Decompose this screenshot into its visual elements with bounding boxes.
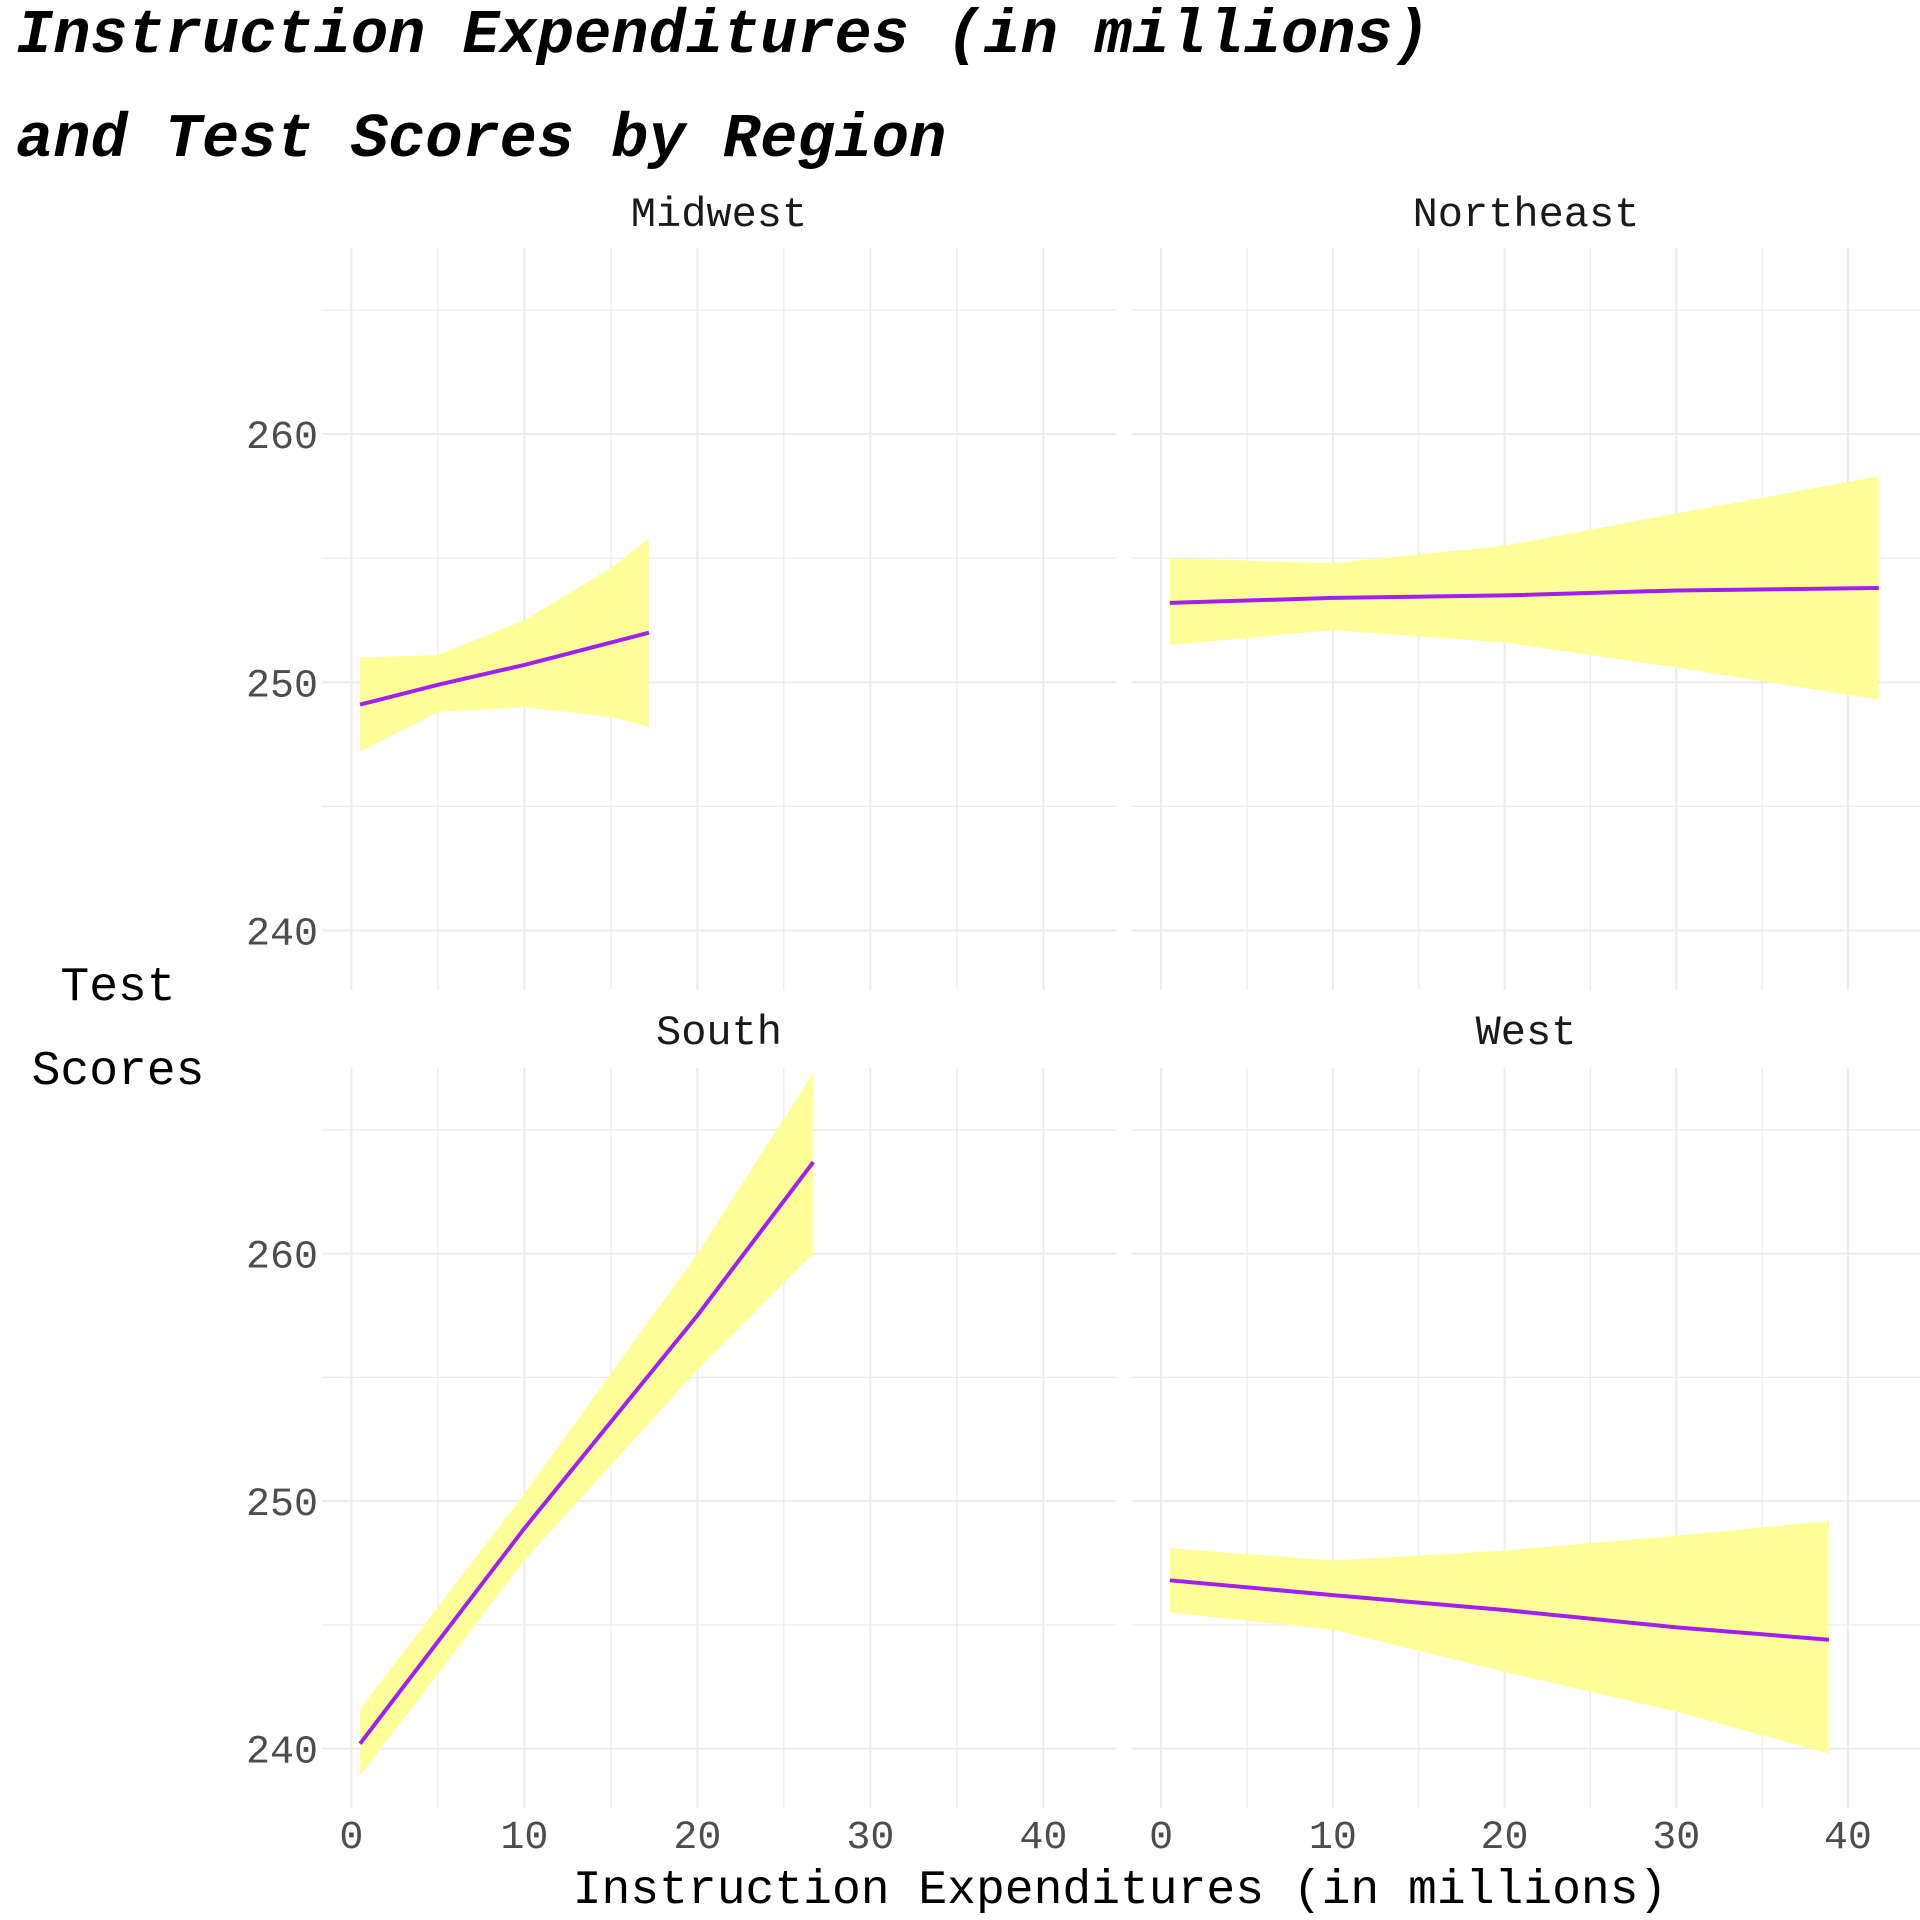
x-axis-title: Instruction Expenditures (in millions) — [573, 1864, 1668, 1918]
x-tick-label: 20 — [1481, 1816, 1529, 1861]
y-tick-label: 240 — [246, 912, 318, 957]
fit-line-west — [1169, 1578, 1830, 1642]
fit-line-midwest — [359, 630, 650, 707]
chart-title-line-2: and Test Scores by Region — [16, 104, 947, 175]
fit-line-northeast — [1169, 585, 1879, 605]
confidence-band-south — [360, 1072, 814, 1776]
x-tick-label: 10 — [1309, 1816, 1357, 1861]
x-tick-label: 40 — [1824, 1816, 1872, 1861]
facet-label-west: West — [1476, 1009, 1577, 1057]
confidence-band-west — [1169, 1520, 1830, 1754]
y-tick-label: 250 — [246, 664, 318, 709]
chart-title-line-1: Instruction Expenditures (in millions) — [16, 0, 1430, 71]
facet-label-south: South — [656, 1009, 782, 1057]
y-axis-title-line-1: Test — [60, 961, 175, 1015]
x-tick-label: 30 — [846, 1816, 894, 1861]
y-axis-title-line-2: Scores — [32, 1045, 205, 1099]
x-tick-label: 0 — [1149, 1816, 1173, 1861]
x-tick-label: 30 — [1652, 1816, 1700, 1861]
x-tick-label: 20 — [673, 1816, 721, 1861]
x-tick-label: 40 — [1019, 1816, 1067, 1861]
y-tick-label: 250 — [246, 1483, 318, 1528]
confidence-band-midwest — [360, 538, 649, 752]
confidence-band-northeast — [1169, 476, 1879, 700]
facet-label-northeast: Northeast — [1413, 191, 1640, 239]
y-tick-label: 260 — [246, 416, 318, 461]
y-tick-label: 240 — [246, 1731, 318, 1776]
fit-line-south — [358, 1160, 815, 1745]
x-tick-label: 0 — [339, 1816, 363, 1861]
facet-label-midwest: Midwest — [631, 191, 807, 239]
x-tick-label: 10 — [500, 1816, 548, 1861]
y-tick-label: 260 — [246, 1236, 318, 1281]
